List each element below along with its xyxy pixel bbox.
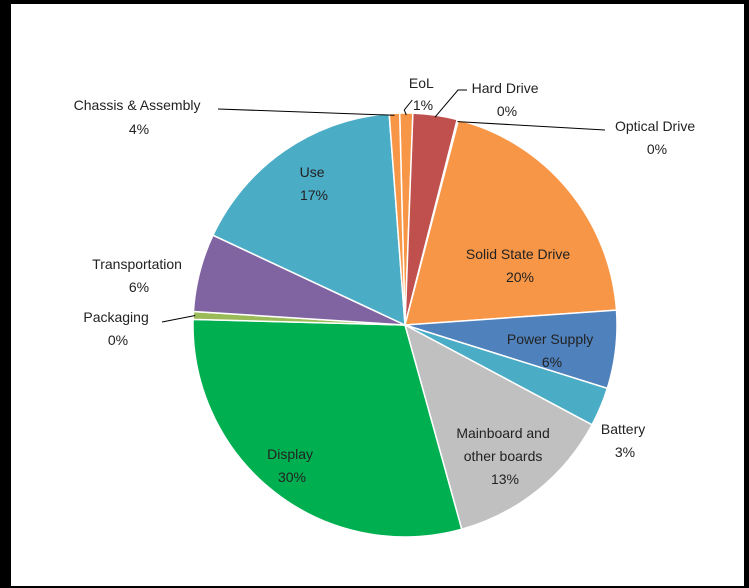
label-hard-drive: Hard Drive 0%: [472, 80, 543, 119]
leader-line-packaging: [162, 316, 195, 322]
pie-slices: [193, 113, 617, 537]
label-packaging: Packaging 0%: [83, 309, 152, 348]
label-optical-drive: Optical Drive 0%: [615, 118, 699, 157]
leader-line-hard-drive: [435, 90, 467, 117]
label-eol: EoL 1%: [409, 75, 437, 113]
leader-line-chassis-assembly: [218, 109, 395, 115]
label-transportation: Transportation 6%: [92, 256, 186, 295]
label-chassis-assembly: Chassis & Assembly 4%: [74, 97, 205, 137]
label-battery: Battery 3%: [601, 421, 649, 460]
